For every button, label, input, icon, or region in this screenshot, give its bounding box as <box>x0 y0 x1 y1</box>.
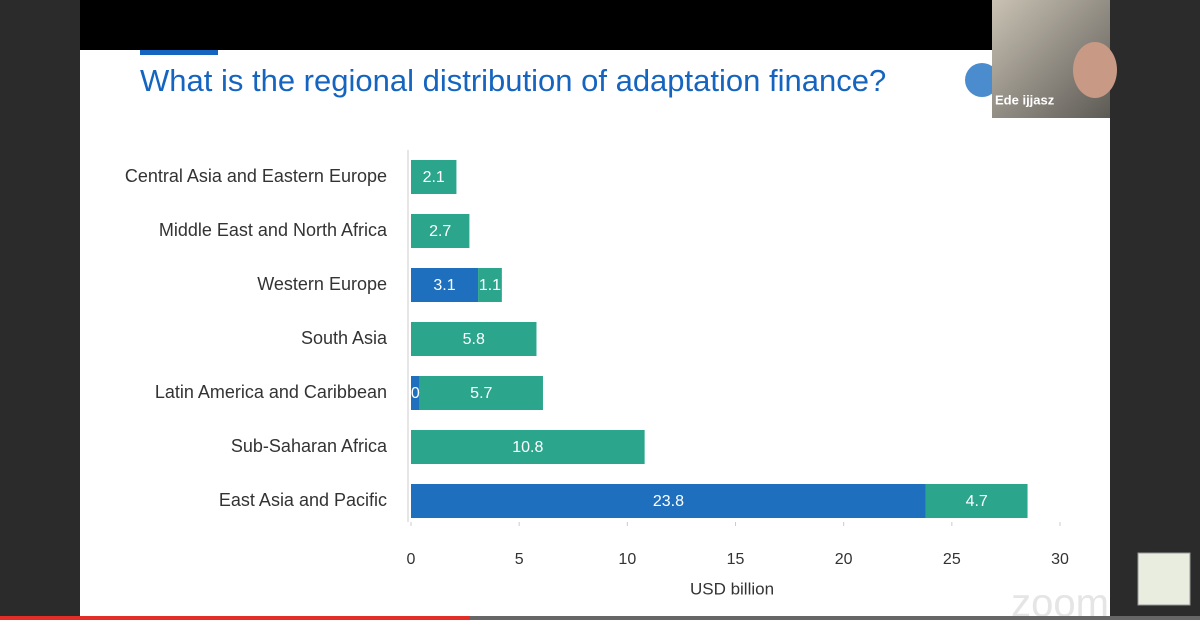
watermark: zoom <box>1011 582 1109 620</box>
data-label: 1.1 <box>479 277 501 294</box>
data-label: 2.1 <box>423 169 445 186</box>
thumbnail <box>1137 552 1191 606</box>
x-tick-label: 15 <box>727 551 745 568</box>
category-label: Latin America and Caribbean <box>155 382 387 402</box>
bar-segment <box>411 376 420 410</box>
logo <box>965 63 999 97</box>
data-label: 23.8 <box>653 493 684 510</box>
data-label: 2.7 <box>429 223 451 240</box>
bar-segment <box>478 268 502 302</box>
x-tick-label: 30 <box>1051 551 1069 568</box>
x-axis-label: USD billion <box>690 579 774 598</box>
x-tick-label: 0 <box>407 551 416 568</box>
bar-segment <box>411 214 470 248</box>
slide <box>80 50 1110 620</box>
category-label: Central Asia and Eastern Europe <box>125 166 387 186</box>
speaker-face <box>1073 42 1117 98</box>
data-label: 5.7 <box>470 385 492 402</box>
bar-segment <box>411 430 645 464</box>
x-tick-label: 5 <box>515 551 524 568</box>
data-label: 4.7 <box>966 493 988 510</box>
speaker-name: Ede ijjasz <box>995 92 1055 107</box>
category-label: South Asia <box>301 328 388 348</box>
bar-segment <box>411 322 537 356</box>
chart-title: What is the regional distribution of ada… <box>140 63 887 98</box>
category-label: Sub-Saharan Africa <box>231 436 388 456</box>
bar-segment <box>411 160 457 194</box>
x-tick-label: 25 <box>943 551 961 568</box>
progress-bar[interactable] <box>0 616 470 620</box>
data-label: 3.1 <box>433 277 455 294</box>
category-label: East Asia and Pacific <box>219 490 387 510</box>
data-label: 5.8 <box>463 331 485 348</box>
x-tick-label: 20 <box>835 551 853 568</box>
category-label: Middle East and North Africa <box>159 220 388 240</box>
bar-segment <box>419 376 543 410</box>
bar-segment <box>925 484 1028 518</box>
data-label: 10.8 <box>512 439 543 456</box>
bar-segment <box>411 484 926 518</box>
category-label: Western Europe <box>257 274 387 294</box>
accent-bar <box>140 50 218 55</box>
top-band <box>80 0 1110 50</box>
x-tick-label: 10 <box>618 551 636 568</box>
progress-track <box>0 616 1200 620</box>
bar-segment <box>411 268 479 302</box>
